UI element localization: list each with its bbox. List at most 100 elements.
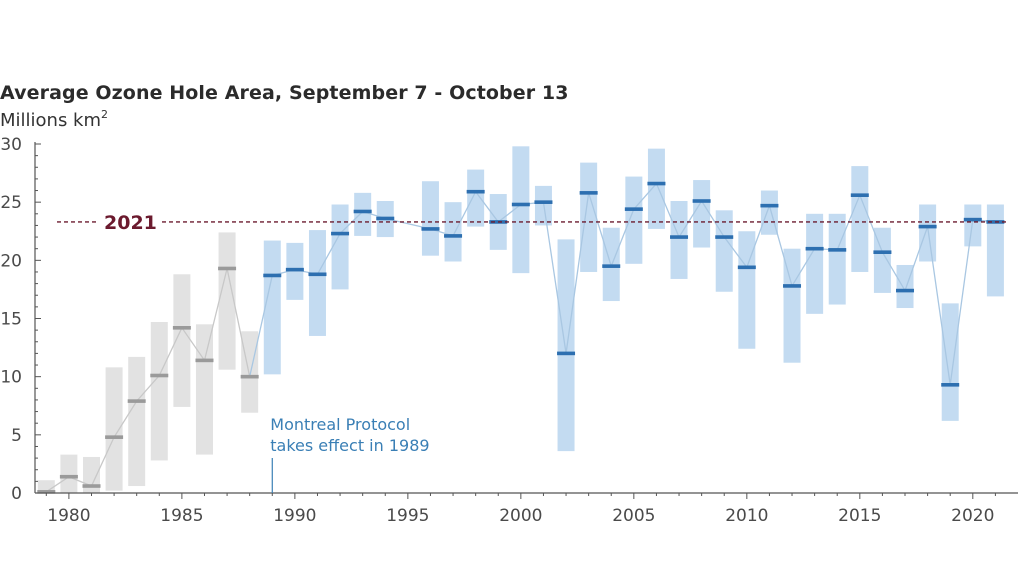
mean-mark-2017 <box>896 288 915 293</box>
range-bar-1993 <box>354 192 372 236</box>
range-bar-1979 <box>37 480 55 493</box>
range-bar-1991 <box>308 230 326 336</box>
x-tick-label-1995: 1995 <box>386 506 429 526</box>
range-bar-2021 <box>986 204 1004 297</box>
reference-label-2021: 2021 <box>104 212 157 234</box>
annotation-text-line1: Montreal Protocol <box>270 415 410 434</box>
mean-line-pre-1989 <box>45 268 251 493</box>
mean-mark-1988 <box>240 374 259 379</box>
mean-mark-1983 <box>127 399 146 403</box>
mean-mark-1998 <box>466 189 485 194</box>
x-tick-label-1985: 1985 <box>160 506 203 526</box>
mean-mark-2010 <box>737 265 756 270</box>
mean-mark-2008 <box>692 199 711 203</box>
mean-mark-1984 <box>150 373 169 378</box>
x-tick-label-1990: 1990 <box>273 506 316 526</box>
mean-mark-2016 <box>873 250 892 254</box>
mean-mark-1991 <box>308 272 327 277</box>
range-bar-2019 <box>941 303 959 421</box>
range-bar-2008 <box>693 180 711 248</box>
range-bar-1984 <box>150 321 168 461</box>
mean-mark-1993 <box>353 209 372 214</box>
y-tick-label-25: 25 <box>0 193 22 213</box>
mean-mark-2004 <box>602 264 621 268</box>
reference-line-group: 2021 <box>57 209 1008 234</box>
range-bar-2018 <box>919 204 937 262</box>
range-bar-1986 <box>195 324 213 455</box>
range-bar-2016 <box>873 227 891 293</box>
mean-mark-2019 <box>941 383 960 387</box>
mean-mark-2006 <box>647 181 666 186</box>
mean-mark-2003 <box>579 191 598 195</box>
y-tick-label-15: 15 <box>0 310 22 330</box>
range-bar-2012 <box>783 248 801 363</box>
mean-mark-2009 <box>715 235 734 239</box>
range-bar-1982 <box>105 367 123 491</box>
annotation-text-line2: takes effect in 1989 <box>270 436 429 455</box>
mean-mark-2000 <box>511 202 530 207</box>
mean-mark-2014 <box>828 248 847 252</box>
chart-title: Average Ozone Hole Area, September 7 - O… <box>0 82 569 104</box>
range-bar-1985 <box>173 274 191 407</box>
range-bar-1987 <box>218 232 236 370</box>
mean-mark-2020 <box>963 217 982 222</box>
range-bar-2006 <box>647 148 665 229</box>
range-bar-1988 <box>241 331 259 413</box>
axes-group: 0 5 10 15 20 25 30 1980 1985 1990 1995 2000 2005 2010… <box>0 135 1018 526</box>
range-bar-2013 <box>806 213 824 314</box>
y-axis-label: Millions km2 <box>0 108 108 131</box>
range-bar-2005 <box>625 176 643 264</box>
range-bar-2014 <box>828 213 846 305</box>
range-bar-2003 <box>580 162 598 272</box>
x-tick-label-1980: 1980 <box>47 506 90 526</box>
reference-label-bg <box>98 209 160 234</box>
mean-mark-1997 <box>444 234 463 238</box>
range-bar-1992 <box>331 204 349 290</box>
range-bar-1997 <box>444 202 462 262</box>
mean-mark-2011 <box>760 203 779 208</box>
range-bar-2000 <box>512 146 530 274</box>
mean-mark-2005 <box>624 207 643 211</box>
range-bar-1989 <box>263 240 281 375</box>
range-bar-1980 <box>60 454 78 493</box>
range-bar-2017 <box>896 264 914 309</box>
mean-mark-2007 <box>670 235 689 239</box>
annotation-group: Montreal Protocol takes effect in 1989 <box>270 415 430 493</box>
mean-mark-2012 <box>783 284 802 288</box>
range-bar-1983 <box>128 356 146 487</box>
x-tick-label-2000: 2000 <box>499 506 542 526</box>
mean-mark-1989 <box>263 273 282 278</box>
mean-mark-1981 <box>82 484 101 488</box>
range-bar-1996 <box>421 181 439 256</box>
y-tick-label-20: 20 <box>0 251 22 271</box>
y-tick-label-30: 30 <box>0 135 22 155</box>
range-bar-2010 <box>738 231 756 349</box>
range-bar-1998 <box>467 169 485 227</box>
mean-mark-2002 <box>557 351 576 356</box>
range-bar-2020 <box>964 204 982 247</box>
range-bar-2007 <box>670 201 688 279</box>
mean-mark-1986 <box>195 358 214 363</box>
y-tick-label-0: 0 <box>11 484 22 504</box>
mean-mark-1985 <box>172 326 191 330</box>
mean-mark-1990 <box>285 267 304 272</box>
mean-mark-2015 <box>850 193 869 197</box>
y-tick-label-5: 5 <box>11 426 22 446</box>
y-tick-label-10: 10 <box>0 368 22 388</box>
mean-mark-1982 <box>105 435 124 439</box>
mean-mark-1979 <box>37 490 56 494</box>
y-axis-label-text: Millions km <box>0 110 102 131</box>
x-tick-label-2005: 2005 <box>612 506 655 526</box>
range-bar-2002 <box>557 239 575 452</box>
mean-mark-2001 <box>534 200 553 204</box>
x-tick-label-2020: 2020 <box>951 506 994 526</box>
mean-mark-1980 <box>59 474 78 479</box>
mean-mark-1987 <box>218 266 237 271</box>
x-tick-label-2015: 2015 <box>838 506 881 526</box>
mean-marks-group <box>37 181 1005 494</box>
mean-mark-2018 <box>918 224 937 229</box>
mean-mark-1992 <box>331 231 350 236</box>
mean-mark-1996 <box>421 227 440 231</box>
mean-mark-2013 <box>805 246 824 251</box>
range-bar-2011 <box>760 190 778 235</box>
